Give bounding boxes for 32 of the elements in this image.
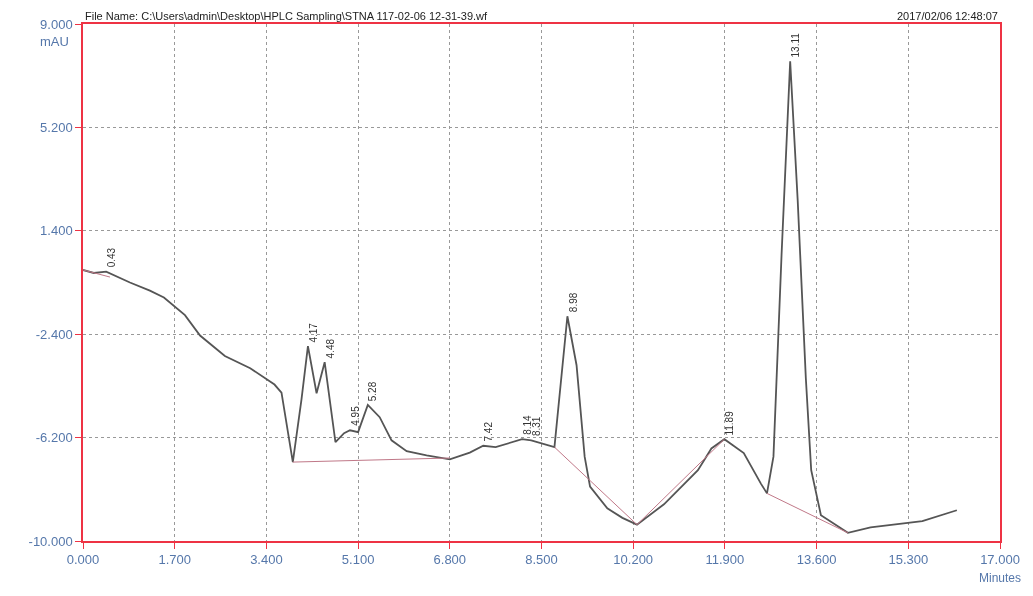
x-tick-label: 8.500 (525, 552, 558, 568)
annotation: 7.42 (482, 421, 494, 442)
chart-subtitle: 2017/02/06 12:48:07 (897, 10, 998, 22)
annotation: 5.28 (367, 381, 379, 402)
annotation: 0.43 (106, 247, 118, 268)
annotation: 4.95 (350, 405, 362, 426)
x-tick-label: 10.200 (613, 552, 654, 568)
x-tick-label: 1.700 (158, 552, 191, 568)
annotation: 4.17 (308, 322, 320, 343)
annotation: 8.14 (522, 414, 534, 435)
x-tick-label: 13.600 (796, 552, 837, 568)
x-tick-label: 17.000 (980, 552, 1020, 568)
y-tick-label: 1.400 (40, 223, 73, 239)
x-tick-label: 3.400 (250, 552, 283, 568)
y-tick-label: 5.200 (40, 119, 73, 135)
annotation: 11.89 (724, 410, 736, 436)
x-tick-label: 6.800 (433, 552, 467, 568)
x-tick-label: 5.100 (341, 552, 375, 568)
y-axis-title: mAU (40, 34, 69, 49)
x-axis-title: Minutes (979, 571, 1022, 585)
x-tick-label: 11.900 (705, 552, 745, 568)
annotation: 8.98 (567, 292, 579, 313)
annotation: 8.31 (531, 416, 543, 437)
x-tick-label: 0.000 (66, 552, 100, 568)
annotation: 13.11 (789, 32, 801, 58)
annotation: 4.48 (324, 338, 336, 359)
y-tick-label: 9.000 (40, 16, 73, 32)
chart-title: File Name: C:\Users\admin\Desktop\HPLC Sampling\STNA 117-02-06 12-31-39.wf (85, 10, 489, 22)
x-tick-label: 15.300 (888, 552, 929, 568)
y-tick-label: -6.200 (35, 430, 73, 446)
y-tick-label: -10.000 (28, 533, 73, 549)
y-tick-label: -2.400 (35, 326, 73, 342)
